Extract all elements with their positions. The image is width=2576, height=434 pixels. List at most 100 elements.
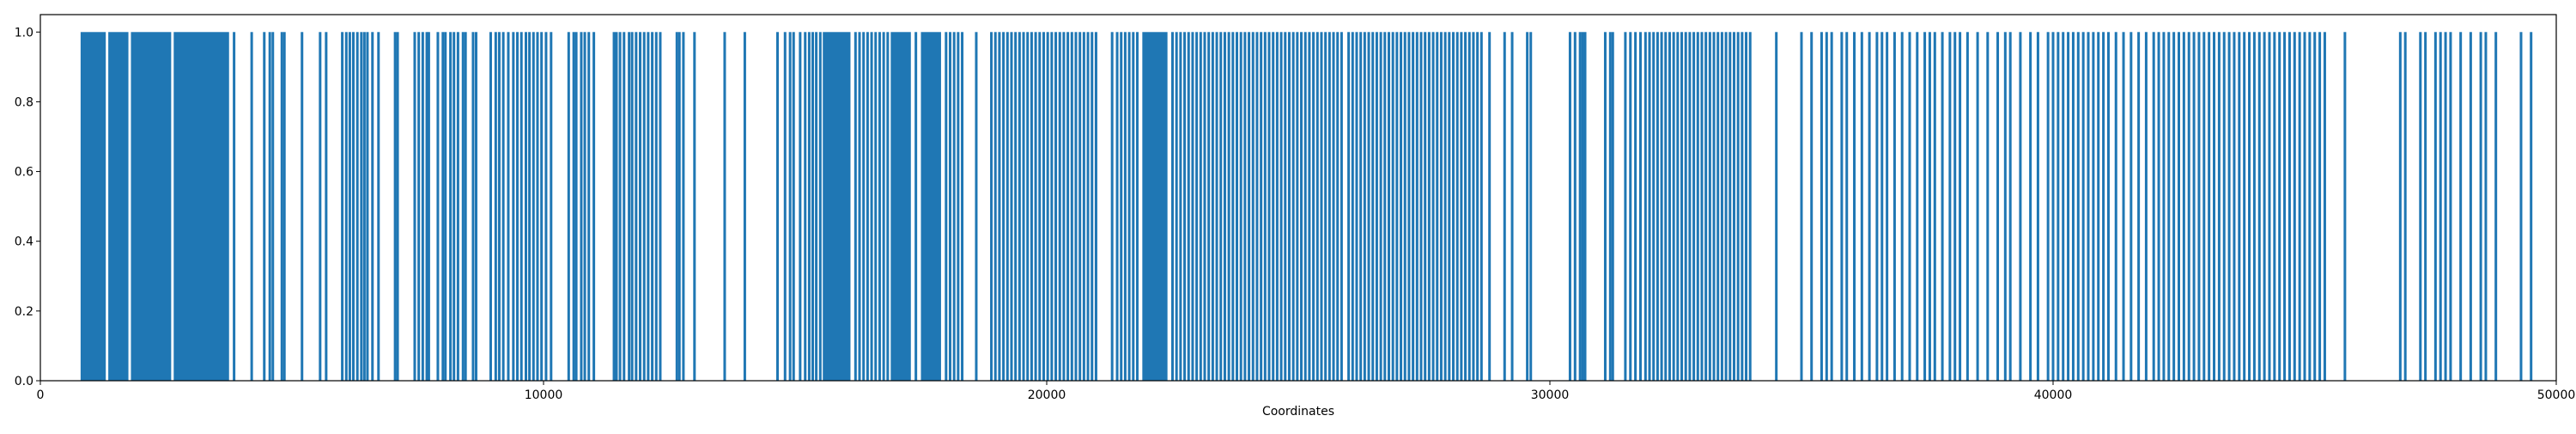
bar xyxy=(2167,32,2171,382)
bar xyxy=(1062,32,1066,382)
bar xyxy=(1775,32,1778,382)
bar xyxy=(1634,32,1637,382)
bar xyxy=(1347,32,1351,382)
bar xyxy=(1886,32,1889,382)
bar xyxy=(1387,32,1390,382)
bar xyxy=(854,32,857,382)
bar xyxy=(1573,32,1577,382)
bar xyxy=(948,32,951,382)
bar xyxy=(615,32,618,382)
bar xyxy=(2187,32,2190,382)
bar xyxy=(654,32,658,382)
bar xyxy=(2217,32,2221,382)
bar xyxy=(886,32,890,382)
bar xyxy=(1091,32,1094,382)
bar xyxy=(1199,32,1202,382)
bar xyxy=(1427,32,1431,382)
bar xyxy=(360,32,363,382)
bar xyxy=(1215,32,1218,382)
bar xyxy=(2233,32,2236,382)
bar xyxy=(1467,32,1471,382)
bar xyxy=(580,32,583,382)
bar xyxy=(1875,32,1879,382)
bar xyxy=(1684,32,1687,382)
bar xyxy=(1676,32,1680,382)
bar-block xyxy=(920,32,941,382)
bar xyxy=(1488,32,1492,382)
bar xyxy=(1005,32,1009,382)
bar xyxy=(1030,32,1033,382)
bar xyxy=(993,32,997,382)
bar xyxy=(524,32,527,382)
bar xyxy=(507,32,510,382)
bar xyxy=(2519,32,2523,382)
bar xyxy=(396,32,399,382)
bar xyxy=(1412,32,1415,382)
bar xyxy=(2318,32,2322,382)
bar xyxy=(1355,32,1358,382)
bar xyxy=(1207,32,1211,382)
bar xyxy=(2323,32,2326,382)
bar xyxy=(870,32,873,382)
bar xyxy=(1830,32,1833,382)
bar xyxy=(1391,32,1394,382)
bar xyxy=(1638,32,1642,382)
bar xyxy=(1115,32,1119,382)
bar xyxy=(2222,32,2226,382)
y-tick-label: 0.2 xyxy=(15,305,33,319)
bar xyxy=(1320,32,1323,382)
bar xyxy=(1853,32,1856,382)
bar xyxy=(1395,32,1399,382)
bar xyxy=(1078,32,1082,382)
bar xyxy=(2398,32,2402,382)
bar-block xyxy=(80,32,106,382)
bar xyxy=(1002,32,1005,382)
bar xyxy=(2046,32,2050,382)
bar-block xyxy=(108,32,129,382)
bar xyxy=(1728,32,1732,382)
bar xyxy=(2530,32,2533,382)
bar xyxy=(1986,32,1990,382)
bar xyxy=(2087,32,2090,382)
bar xyxy=(2313,32,2317,382)
bar xyxy=(1688,32,1692,382)
bar xyxy=(587,32,591,382)
bar xyxy=(325,32,328,382)
bar xyxy=(1383,32,1387,382)
bar xyxy=(2114,32,2117,382)
bar xyxy=(2172,32,2176,382)
bar xyxy=(811,32,815,382)
bar xyxy=(583,32,586,382)
bar xyxy=(1195,32,1199,382)
bar xyxy=(804,32,807,382)
bar xyxy=(1248,32,1251,382)
bar xyxy=(362,32,366,382)
bar xyxy=(1624,32,1627,382)
bar xyxy=(2106,32,2110,382)
bar xyxy=(1708,32,1711,382)
bar xyxy=(2283,32,2287,382)
bar xyxy=(1529,32,1533,382)
bar xyxy=(2036,32,2039,382)
bar xyxy=(2308,32,2312,382)
bar xyxy=(1996,32,2000,382)
bar xyxy=(1351,32,1354,382)
bar xyxy=(1700,32,1704,382)
bar xyxy=(536,32,539,382)
bar xyxy=(1211,32,1214,382)
bar xyxy=(540,32,544,382)
bar xyxy=(567,32,570,382)
bar xyxy=(1300,32,1303,382)
bar xyxy=(1070,32,1073,382)
bar xyxy=(2067,32,2070,382)
bar xyxy=(2459,32,2463,382)
bar xyxy=(1359,32,1363,382)
bar xyxy=(528,32,532,382)
bar xyxy=(1375,32,1378,382)
bar xyxy=(2293,32,2296,382)
bar xyxy=(1263,32,1267,382)
bar xyxy=(1407,32,1411,382)
bar xyxy=(417,32,421,382)
bar xyxy=(952,32,956,382)
